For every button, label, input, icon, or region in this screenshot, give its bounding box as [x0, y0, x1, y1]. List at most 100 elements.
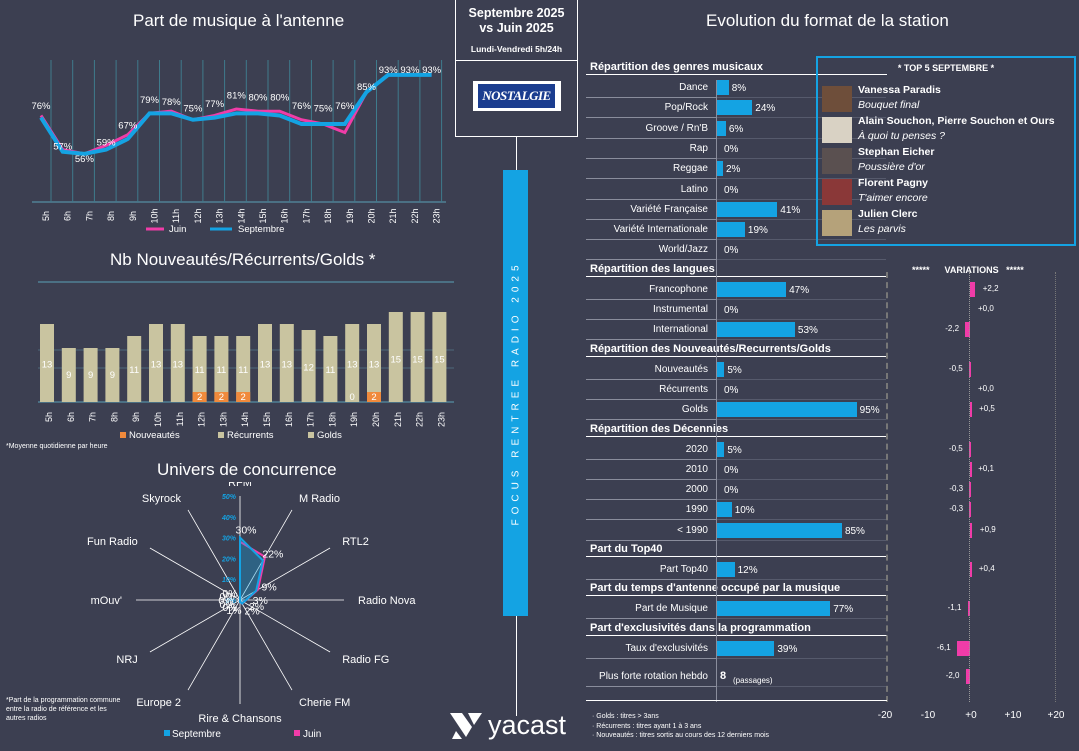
radar-scale-label: 0% — [226, 598, 237, 605]
legend-swatch — [120, 432, 126, 438]
bar-value: 0% — [724, 384, 739, 396]
row-separator — [716, 398, 886, 400]
concurrence-title: Univers de concurrence — [157, 460, 337, 479]
section-title: Répartition des genres musicaux — [590, 61, 763, 73]
x-tick-label: 22h — [410, 208, 420, 223]
variation-bar — [970, 281, 975, 297]
bar-value: 0% — [724, 184, 739, 196]
row-separator — [716, 319, 886, 320]
nrg-footnote: *Moyenne quotidienne par heure — [6, 443, 108, 450]
radar-scale-label: 30% — [222, 536, 237, 543]
radar-axis-label: NRJ — [116, 654, 137, 666]
daypart: Lundi-Vendredi 5h/24h — [470, 44, 563, 54]
variation-value: -0,3 — [949, 484, 964, 494]
period-line2: vs Juin 2025 — [479, 21, 554, 35]
legend-swatch-septembre — [164, 730, 170, 736]
row-separator — [716, 478, 886, 480]
variation-tick-label: +10 — [1004, 710, 1022, 721]
data-label: 81% — [227, 91, 247, 102]
x-tick-label: 21h — [393, 412, 403, 427]
variation-bar — [967, 601, 970, 617]
radar-scale-label: 20% — [221, 556, 237, 563]
variation-tick-label: +20 — [1047, 710, 1065, 721]
data-label: 79% — [140, 95, 160, 106]
footnote-recurrents: · Récurrents : titres ayant 1 à 3 ans — [592, 722, 702, 730]
radar-spoke — [187, 599, 241, 691]
bar — [717, 361, 725, 377]
bar — [717, 441, 725, 457]
radar-axis-label: M Radio — [299, 493, 340, 505]
variation-value: -2,2 — [945, 324, 960, 334]
station-logo: NOSTALGIE — [472, 81, 561, 111]
radar-value-label: 1% — [226, 605, 241, 617]
x-tick-label: 13h — [215, 208, 225, 223]
bar-label-nouveautes: 0 — [350, 392, 355, 403]
row-separator — [586, 198, 716, 200]
row-label: Part Top40 — [659, 564, 708, 575]
bar-golds — [410, 312, 425, 402]
bar-golds — [432, 312, 447, 402]
section-title: Répartition des Nouveautés/Recurrents/Go… — [590, 342, 831, 355]
x-tick-label: 23h — [436, 412, 446, 427]
bar-value: 0% — [724, 485, 739, 497]
bar-value: 85% — [844, 525, 865, 537]
x-tick-label: 15h — [258, 208, 268, 223]
bar — [717, 402, 857, 418]
x-tick-label: 5h — [44, 412, 54, 422]
bar-golds — [279, 324, 294, 402]
radar-axis-label: RFM — [228, 482, 252, 489]
bar-unit: (passages) — [733, 675, 773, 685]
bar-label-nouveautes: 2 — [197, 392, 202, 403]
x-tick-label: 22h — [415, 412, 425, 427]
variation-bar — [969, 482, 972, 498]
variation-tick-label: -10 — [920, 710, 936, 721]
bar-label-golds: 13 — [42, 360, 53, 371]
row-separator — [586, 339, 716, 341]
bar-label-nouveautes: 2 — [371, 392, 376, 403]
row-separator — [716, 239, 886, 241]
data-label: 93% — [422, 65, 442, 76]
row-separator — [586, 579, 716, 580]
variation-value: -6,1 — [936, 642, 951, 652]
bar — [717, 222, 745, 238]
radar-value-label: 2% — [244, 606, 259, 618]
row-separator — [586, 178, 716, 180]
music-share-title: Part de musique à l'antenne — [133, 11, 345, 30]
bar-golds — [323, 336, 338, 402]
row-label: 2020 — [685, 443, 708, 455]
bar-value: 39% — [777, 643, 798, 655]
variation-tick-label: +0 — [965, 710, 977, 721]
legend-label: Récurrents — [227, 430, 274, 441]
legend-swatch — [218, 432, 224, 438]
top5-box: * TOP 5 SEPTEMBRE * Vanessa Paradis Bouqu… — [816, 56, 1076, 246]
row-label: Part de Musique — [635, 603, 708, 615]
x-tick-label: 6h — [66, 412, 76, 422]
row-label: Plus forte rotation hebdo — [599, 670, 708, 682]
bar — [717, 120, 726, 136]
row-separator — [716, 458, 886, 460]
variation-value: +0,5 — [979, 404, 995, 414]
x-tick-label: 12h — [197, 412, 207, 427]
legend-swatch — [308, 432, 314, 438]
x-tick-label: 12h — [193, 208, 203, 223]
row-label: Pop/Rock — [664, 102, 708, 114]
bar-value: 0% — [724, 464, 739, 476]
radar-axis-label: Fun Radio — [87, 536, 138, 548]
bar-label-golds: 13 — [173, 360, 184, 371]
top5-artist: Florent Pagny — [858, 177, 929, 189]
data-label: 77% — [205, 99, 225, 110]
x-tick-label: 14h — [236, 208, 246, 223]
section-underline — [586, 74, 887, 75]
section-title: Part du Top40 — [590, 543, 663, 555]
row-label: Instrumental — [652, 304, 708, 315]
radar-value-label: 0% — [222, 588, 237, 600]
section-title: Part d'exclusivités dans la programmatio… — [590, 621, 811, 634]
row-separator — [586, 137, 716, 139]
radar-value-label: 0% — [219, 591, 234, 603]
bar — [717, 640, 775, 656]
bar-value: 41% — [780, 204, 801, 216]
bar-label-golds: 11 — [129, 365, 139, 376]
x-tick-label: 9h — [128, 211, 138, 221]
bar-golds — [388, 312, 403, 402]
x-tick-label: 11h — [175, 412, 185, 426]
